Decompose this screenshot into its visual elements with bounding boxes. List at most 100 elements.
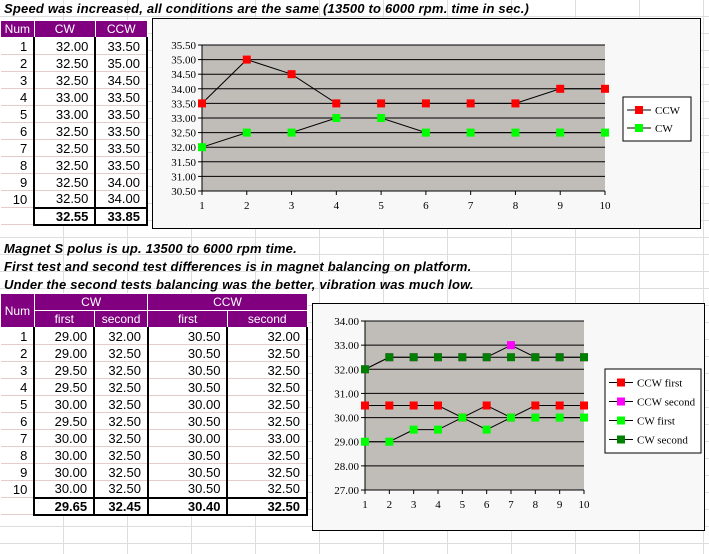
- table-cell[interactable]: 30.00: [33, 463, 95, 481]
- table-cell[interactable]: 33.50: [94, 37, 148, 55]
- average-cell[interactable]: 30.40: [146, 496, 228, 516]
- data-point: [482, 353, 491, 362]
- table-cell[interactable]: 32.50: [93, 344, 148, 362]
- table-cell[interactable]: 30.50: [146, 412, 228, 430]
- table-cell[interactable]: 7: [0, 429, 35, 447]
- table-cell[interactable]: 35.00: [94, 54, 148, 72]
- table-cell[interactable]: 30.50: [146, 378, 228, 396]
- table-cell[interactable]: 29.50: [33, 412, 95, 430]
- table-cell[interactable]: 32.00: [226, 327, 308, 345]
- table-cell[interactable]: 10: [0, 190, 35, 208]
- table-cell[interactable]: 32.00: [93, 327, 148, 345]
- table-cell[interactable]: 29.50: [33, 361, 95, 379]
- average-cell[interactable]: 32.55: [33, 206, 96, 226]
- table-cell[interactable]: 34.00: [94, 190, 148, 208]
- table-cell[interactable]: 5: [0, 395, 35, 413]
- table-cell[interactable]: 32.00: [33, 37, 96, 55]
- table-cell[interactable]: 3: [0, 361, 35, 379]
- series-line-ccw: [201, 59, 605, 104]
- table-cell[interactable]: 32.50: [33, 190, 96, 208]
- empty-cell[interactable]: [0, 497, 35, 515]
- average-cell[interactable]: 29.65: [33, 496, 95, 516]
- table-cell[interactable]: 9: [0, 173, 35, 191]
- table-cell[interactable]: 32.50: [226, 463, 308, 481]
- table-cell[interactable]: 8: [0, 156, 35, 174]
- table-cell[interactable]: 33.50: [94, 88, 148, 106]
- table-cell[interactable]: 33.50: [94, 122, 148, 140]
- table-cell[interactable]: 32.50: [33, 122, 96, 140]
- col-header-num: Num: [0, 293, 35, 328]
- table-cell[interactable]: 10: [0, 480, 35, 498]
- table-cell[interactable]: 9: [0, 463, 35, 481]
- table-cell[interactable]: 30.50: [146, 327, 228, 345]
- table-cell[interactable]: 4: [0, 378, 35, 396]
- average-cell[interactable]: 33.85: [94, 206, 148, 226]
- y-tick-label: 29.00: [334, 437, 359, 449]
- table-cell[interactable]: 3: [0, 71, 35, 89]
- data-point: [361, 365, 369, 374]
- table-cell[interactable]: 32.50: [93, 361, 148, 379]
- table-cell[interactable]: 30.00: [33, 480, 95, 498]
- table-cell[interactable]: 7: [0, 139, 35, 157]
- table-cell[interactable]: 32.50: [33, 139, 96, 157]
- table-cell[interactable]: 1: [0, 327, 35, 345]
- x-tick-label: 3: [289, 200, 295, 212]
- table-cell[interactable]: 6: [0, 122, 35, 140]
- table-cell[interactable]: 34.50: [94, 71, 148, 89]
- table-cell[interactable]: 30.50: [146, 463, 228, 481]
- table-cell[interactable]: 32.50: [93, 395, 148, 413]
- table-cell[interactable]: 32.50: [33, 54, 96, 72]
- table-cell[interactable]: 2: [0, 344, 35, 362]
- table-cell[interactable]: 30.50: [146, 361, 228, 379]
- y-tick-label: 27.00: [334, 485, 359, 497]
- table-cell[interactable]: 30.50: [146, 480, 228, 498]
- table-cell[interactable]: 32.50: [93, 429, 148, 447]
- average-cell[interactable]: 32.45: [93, 496, 148, 516]
- table-cell[interactable]: 32.50: [93, 480, 148, 498]
- empty-cell[interactable]: [0, 207, 35, 225]
- data-point: [421, 128, 430, 137]
- table-cell[interactable]: 32.50: [93, 412, 148, 430]
- table-cell[interactable]: 34.00: [94, 173, 148, 191]
- table-cell[interactable]: 32.50: [226, 344, 308, 362]
- table-cell[interactable]: 30.00: [33, 395, 95, 413]
- table-cell[interactable]: 33.00: [33, 88, 96, 106]
- table-cell[interactable]: 29.00: [33, 344, 95, 362]
- magnet-table: Num CW CCW first second first second 1 29.00 32…: [0, 293, 308, 516]
- table-cell[interactable]: 32.50: [226, 361, 308, 379]
- table-cell[interactable]: 32.50: [226, 446, 308, 464]
- table-cell[interactable]: 29.50: [33, 378, 95, 396]
- x-tick-label: 9: [557, 200, 563, 212]
- table-cell[interactable]: 32.50: [93, 463, 148, 481]
- average-cell[interactable]: 32.50: [226, 496, 308, 516]
- table-cell[interactable]: 32.50: [226, 412, 308, 430]
- table-cell[interactable]: 32.50: [33, 173, 96, 191]
- table-cell[interactable]: 30.00: [146, 429, 228, 447]
- table-cell[interactable]: 8: [0, 446, 35, 464]
- table-cell[interactable]: 33.50: [94, 156, 148, 174]
- table-cell[interactable]: 30.00: [146, 395, 228, 413]
- table-cell[interactable]: 32.50: [226, 378, 308, 396]
- table-cell[interactable]: 33.50: [94, 105, 148, 123]
- data-point: [434, 425, 442, 434]
- table-cell[interactable]: 32.50: [33, 71, 96, 89]
- table-cell[interactable]: 32.50: [33, 156, 96, 174]
- table-cell[interactable]: 2: [0, 54, 35, 72]
- table-cell[interactable]: 33.00: [226, 429, 308, 447]
- table-cell[interactable]: 30.50: [146, 446, 228, 464]
- table-cell[interactable]: 32.50: [93, 446, 148, 464]
- table-cell[interactable]: 32.50: [226, 480, 308, 498]
- table-cell[interactable]: 30.00: [33, 429, 95, 447]
- table-cell[interactable]: 32.50: [93, 378, 148, 396]
- table-cell[interactable]: 6: [0, 412, 35, 430]
- table-cell[interactable]: 5: [0, 105, 35, 123]
- table-cell[interactable]: 33.00: [33, 105, 96, 123]
- table-cell[interactable]: 1: [0, 37, 35, 55]
- heading-magnet: Magnet S polus is up. 13500 to 6000 rpm …: [4, 241, 297, 256]
- table-cell[interactable]: 30.00: [33, 446, 95, 464]
- table-cell[interactable]: 33.50: [94, 139, 148, 157]
- table-cell[interactable]: 4: [0, 88, 35, 106]
- table-cell[interactable]: 29.00: [33, 327, 95, 345]
- table-cell[interactable]: 32.50: [226, 395, 308, 413]
- table-cell[interactable]: 30.50: [146, 344, 228, 362]
